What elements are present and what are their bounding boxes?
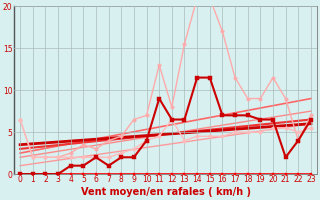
X-axis label: Vent moyen/en rafales ( km/h ): Vent moyen/en rafales ( km/h ) [81,187,251,197]
